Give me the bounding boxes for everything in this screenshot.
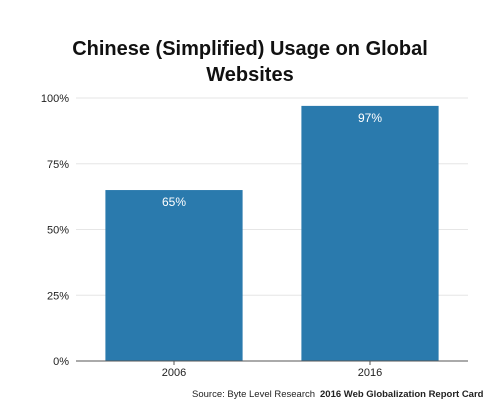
y-tick-label: 25% xyxy=(47,290,69,302)
y-tick-label: 100% xyxy=(41,93,69,105)
data-labels: 65% 97% xyxy=(162,111,382,209)
data-label-2006: 65% xyxy=(162,195,186,209)
chart-title: Chinese (Simplified) Usage on Global Web… xyxy=(0,36,500,88)
x-tick-label-2006: 2006 xyxy=(162,367,186,379)
report-name: 2016 Web Globalization Report Card xyxy=(320,389,484,400)
chart-title-line-1: Chinese (Simplified) Usage on Global xyxy=(72,38,428,60)
chart-title-line-2: Websites xyxy=(206,64,294,86)
bars xyxy=(105,105,439,361)
data-label-2016: 97% xyxy=(358,111,382,125)
chart-footer: Source: Byte Level Research 2016 Web Glo… xyxy=(0,389,500,405)
bar-2016 xyxy=(301,105,439,361)
bar-2006 xyxy=(105,190,243,361)
y-tick-label: 0% xyxy=(53,356,69,368)
y-tick-label: 50% xyxy=(47,225,69,237)
source-note: Source: Byte Level Research xyxy=(192,389,316,400)
x-tick-label-2016: 2016 xyxy=(358,367,382,379)
y-tick-label: 75% xyxy=(47,159,69,171)
axes: 0% 25% 50% 75% 100% 2006 2016 xyxy=(41,93,468,379)
